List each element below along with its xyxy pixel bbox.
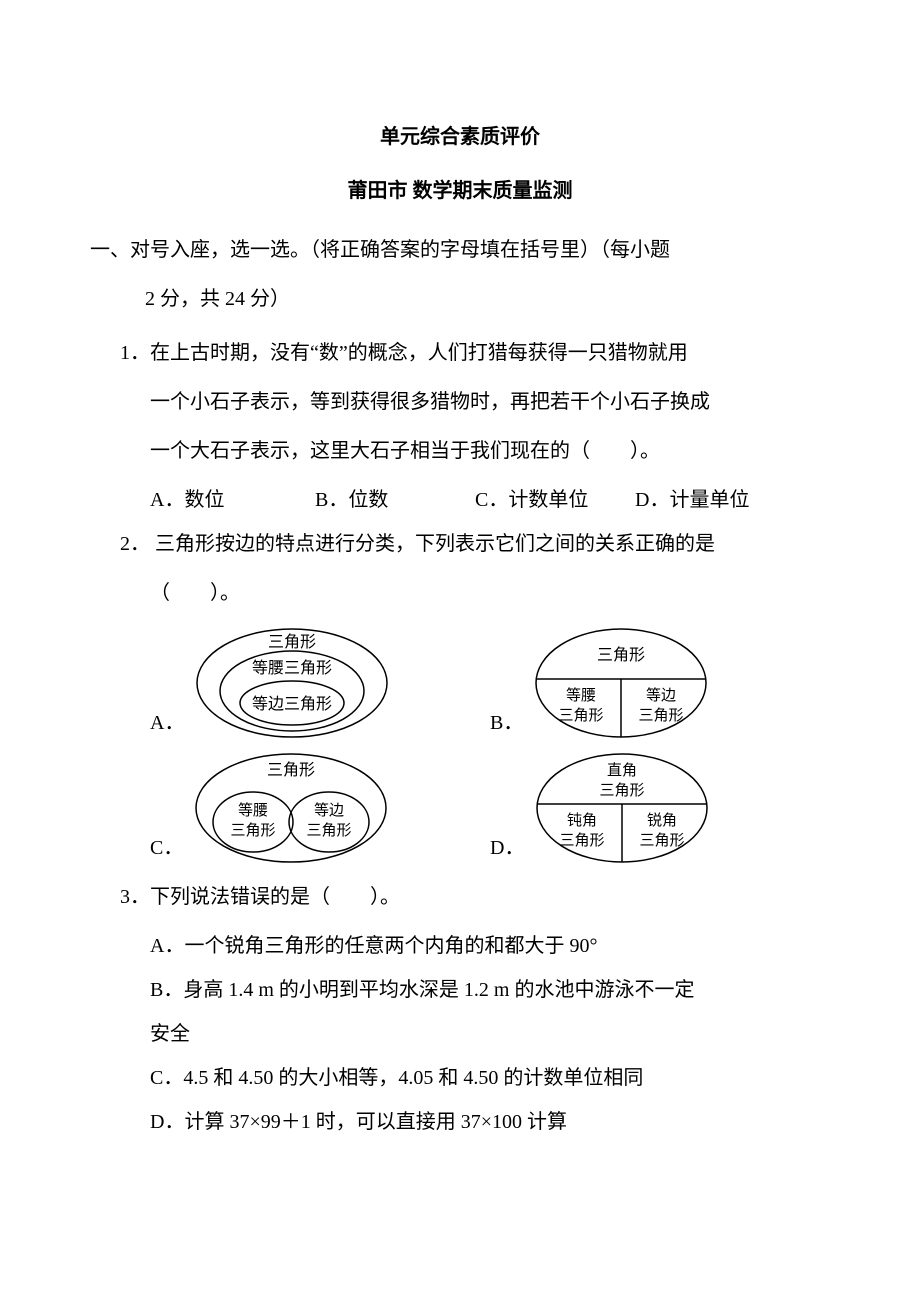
svg-text:三角形: 三角形 [560,832,605,849]
q3-opt-c: C．4.5 和 4.50 的大小相等，4.05 和 4.50 的计数单位相同 [90,1056,830,1100]
q2-diag-a-cell: A． 三角形 等腰三角形 等边三角形 [150,625,490,740]
svg-text:三角形: 三角形 [600,782,645,799]
svg-text:等边: 等边 [646,686,676,704]
q2-label-d: D． [490,831,524,865]
svg-text:直角: 直角 [607,762,637,779]
main-title: 单元综合素质评价 [90,120,830,149]
q3-opt-b-l1: B．身高 1.4 m 的小明到平均水深是 1.2 m 的水池中游泳不一定 [90,968,830,1012]
q1-line3: 一个大石子表示，这里大石子相当于我们现在的（ ）。 [90,429,830,473]
q1-opt-a: A．数位 [150,478,315,522]
svg-text:三角形: 三角形 [267,761,315,779]
q3-opt-a: A．一个锐角三角形的任意两个内角的和都大于 90° [90,924,830,968]
svg-text:三角形: 三角形 [597,646,645,664]
svg-text:钝角: 钝角 [567,812,597,829]
svg-text:三角形: 三角形 [268,633,316,651]
q2-label-b: B． [490,706,523,740]
q2-label-a: A． [150,706,184,740]
diagram-a-icon: 三角形 等腰三角形 等边三角形 [192,625,392,740]
svg-text:等边三角形: 等边三角形 [252,695,332,713]
diagram-c-icon: 三角形 等腰 三角形 等边 三角形 [191,750,391,865]
svg-text:三角形: 三角形 [231,822,276,839]
q2-line1: 2． 三角形按边的特点进行分类，下列表示它们之间的关系正确的是 [90,522,830,566]
svg-text:等边: 等边 [314,801,344,819]
q1-opt-c: C．计数单位 [475,478,635,522]
q1-opt-b: B．位数 [315,478,475,522]
q1-opt-d: D．计量单位 [635,478,749,522]
q2-diag-c-cell: C． 三角形 等腰 三角形 等边 三角形 [150,750,490,865]
q2-label-c: C． [150,831,183,865]
svg-text:锐角: 锐角 [647,812,677,829]
q2-diag-b-cell: B． 三角形 等腰 三角形 等边 三角形 [490,625,711,740]
svg-text:三角形: 三角形 [559,707,604,724]
q2-diagrams-row2: C． 三角形 等腰 三角形 等边 三角形 D． 直角 三角形 钝角 三角形 锐角… [90,750,830,865]
q2-diagrams-row1: A． 三角形 等腰三角形 等边三角形 B． 三角形 等腰 三角形 等边 三角形 [90,625,830,740]
q3-opt-b-l2: 安全 [90,1012,830,1056]
section-1-header: 一、对号入座，选一选。（将正确答案的字母填在括号里）（每小题 [90,228,830,272]
section-1-header-cont: 2 分，共 24 分） [90,277,830,321]
subtitle: 莆田市 数学期末质量监测 [90,174,830,203]
svg-text:三角形: 三角形 [640,832,685,849]
svg-text:三角形: 三角形 [639,707,684,724]
q1-line1: 1．在上古时期，没有“数”的概念，人们打猎每获得一只猎物就用 [90,331,830,375]
q3-opt-d: D．计算 37×99＋1 时，可以直接用 37×100 计算 [90,1100,830,1144]
diagram-d-icon: 直角 三角形 钝角 三角形 锐角 三角形 [532,750,712,865]
diagram-b-icon: 三角形 等腰 三角形 等边 三角形 [531,625,711,740]
svg-text:等腰三角形: 等腰三角形 [252,659,332,677]
svg-text:等腰: 等腰 [566,686,596,704]
svg-text:等腰: 等腰 [238,801,268,819]
svg-text:三角形: 三角形 [307,822,352,839]
q1-options: A．数位 B．位数 C．计数单位 D．计量单位 [90,478,830,522]
q3-line1: 3．下列说法错误的是（ ）。 [90,875,830,919]
q1-line2: 一个小石子表示，等到获得很多猎物时，再把若干个小石子换成 [90,380,830,424]
q2-diag-d-cell: D． 直角 三角形 钝角 三角形 锐角 三角形 [490,750,712,865]
q2-line2: （ ）。 [90,571,830,615]
